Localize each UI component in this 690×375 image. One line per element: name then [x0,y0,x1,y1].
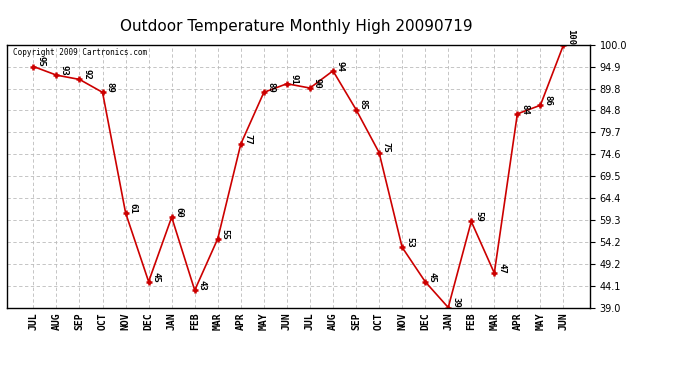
Text: 92: 92 [82,69,91,80]
Text: 45: 45 [428,272,437,282]
Text: 86: 86 [543,95,552,106]
Text: 84: 84 [520,104,529,114]
Text: 90: 90 [313,78,322,88]
Text: 59: 59 [474,211,483,222]
Text: 61: 61 [128,203,137,213]
Text: 45: 45 [151,272,160,282]
Text: 94: 94 [336,61,345,71]
Text: 39: 39 [451,297,460,308]
Text: Outdoor Temperature Monthly High 20090719: Outdoor Temperature Monthly High 2009071… [120,19,473,34]
Text: 85: 85 [359,99,368,110]
Text: 95: 95 [36,56,45,67]
Text: 100: 100 [566,30,575,46]
Text: 60: 60 [175,207,184,218]
Text: 89: 89 [266,82,275,93]
Text: 47: 47 [497,263,506,274]
Text: 89: 89 [106,82,115,93]
Text: 75: 75 [382,142,391,153]
Text: 93: 93 [59,65,68,76]
Text: 53: 53 [405,237,414,248]
Text: 77: 77 [244,134,253,145]
Text: 43: 43 [197,280,206,291]
Text: Copyright 2009 Cartronics.com: Copyright 2009 Cartronics.com [12,48,147,57]
Text: 91: 91 [290,74,299,84]
Text: 55: 55 [221,228,230,239]
